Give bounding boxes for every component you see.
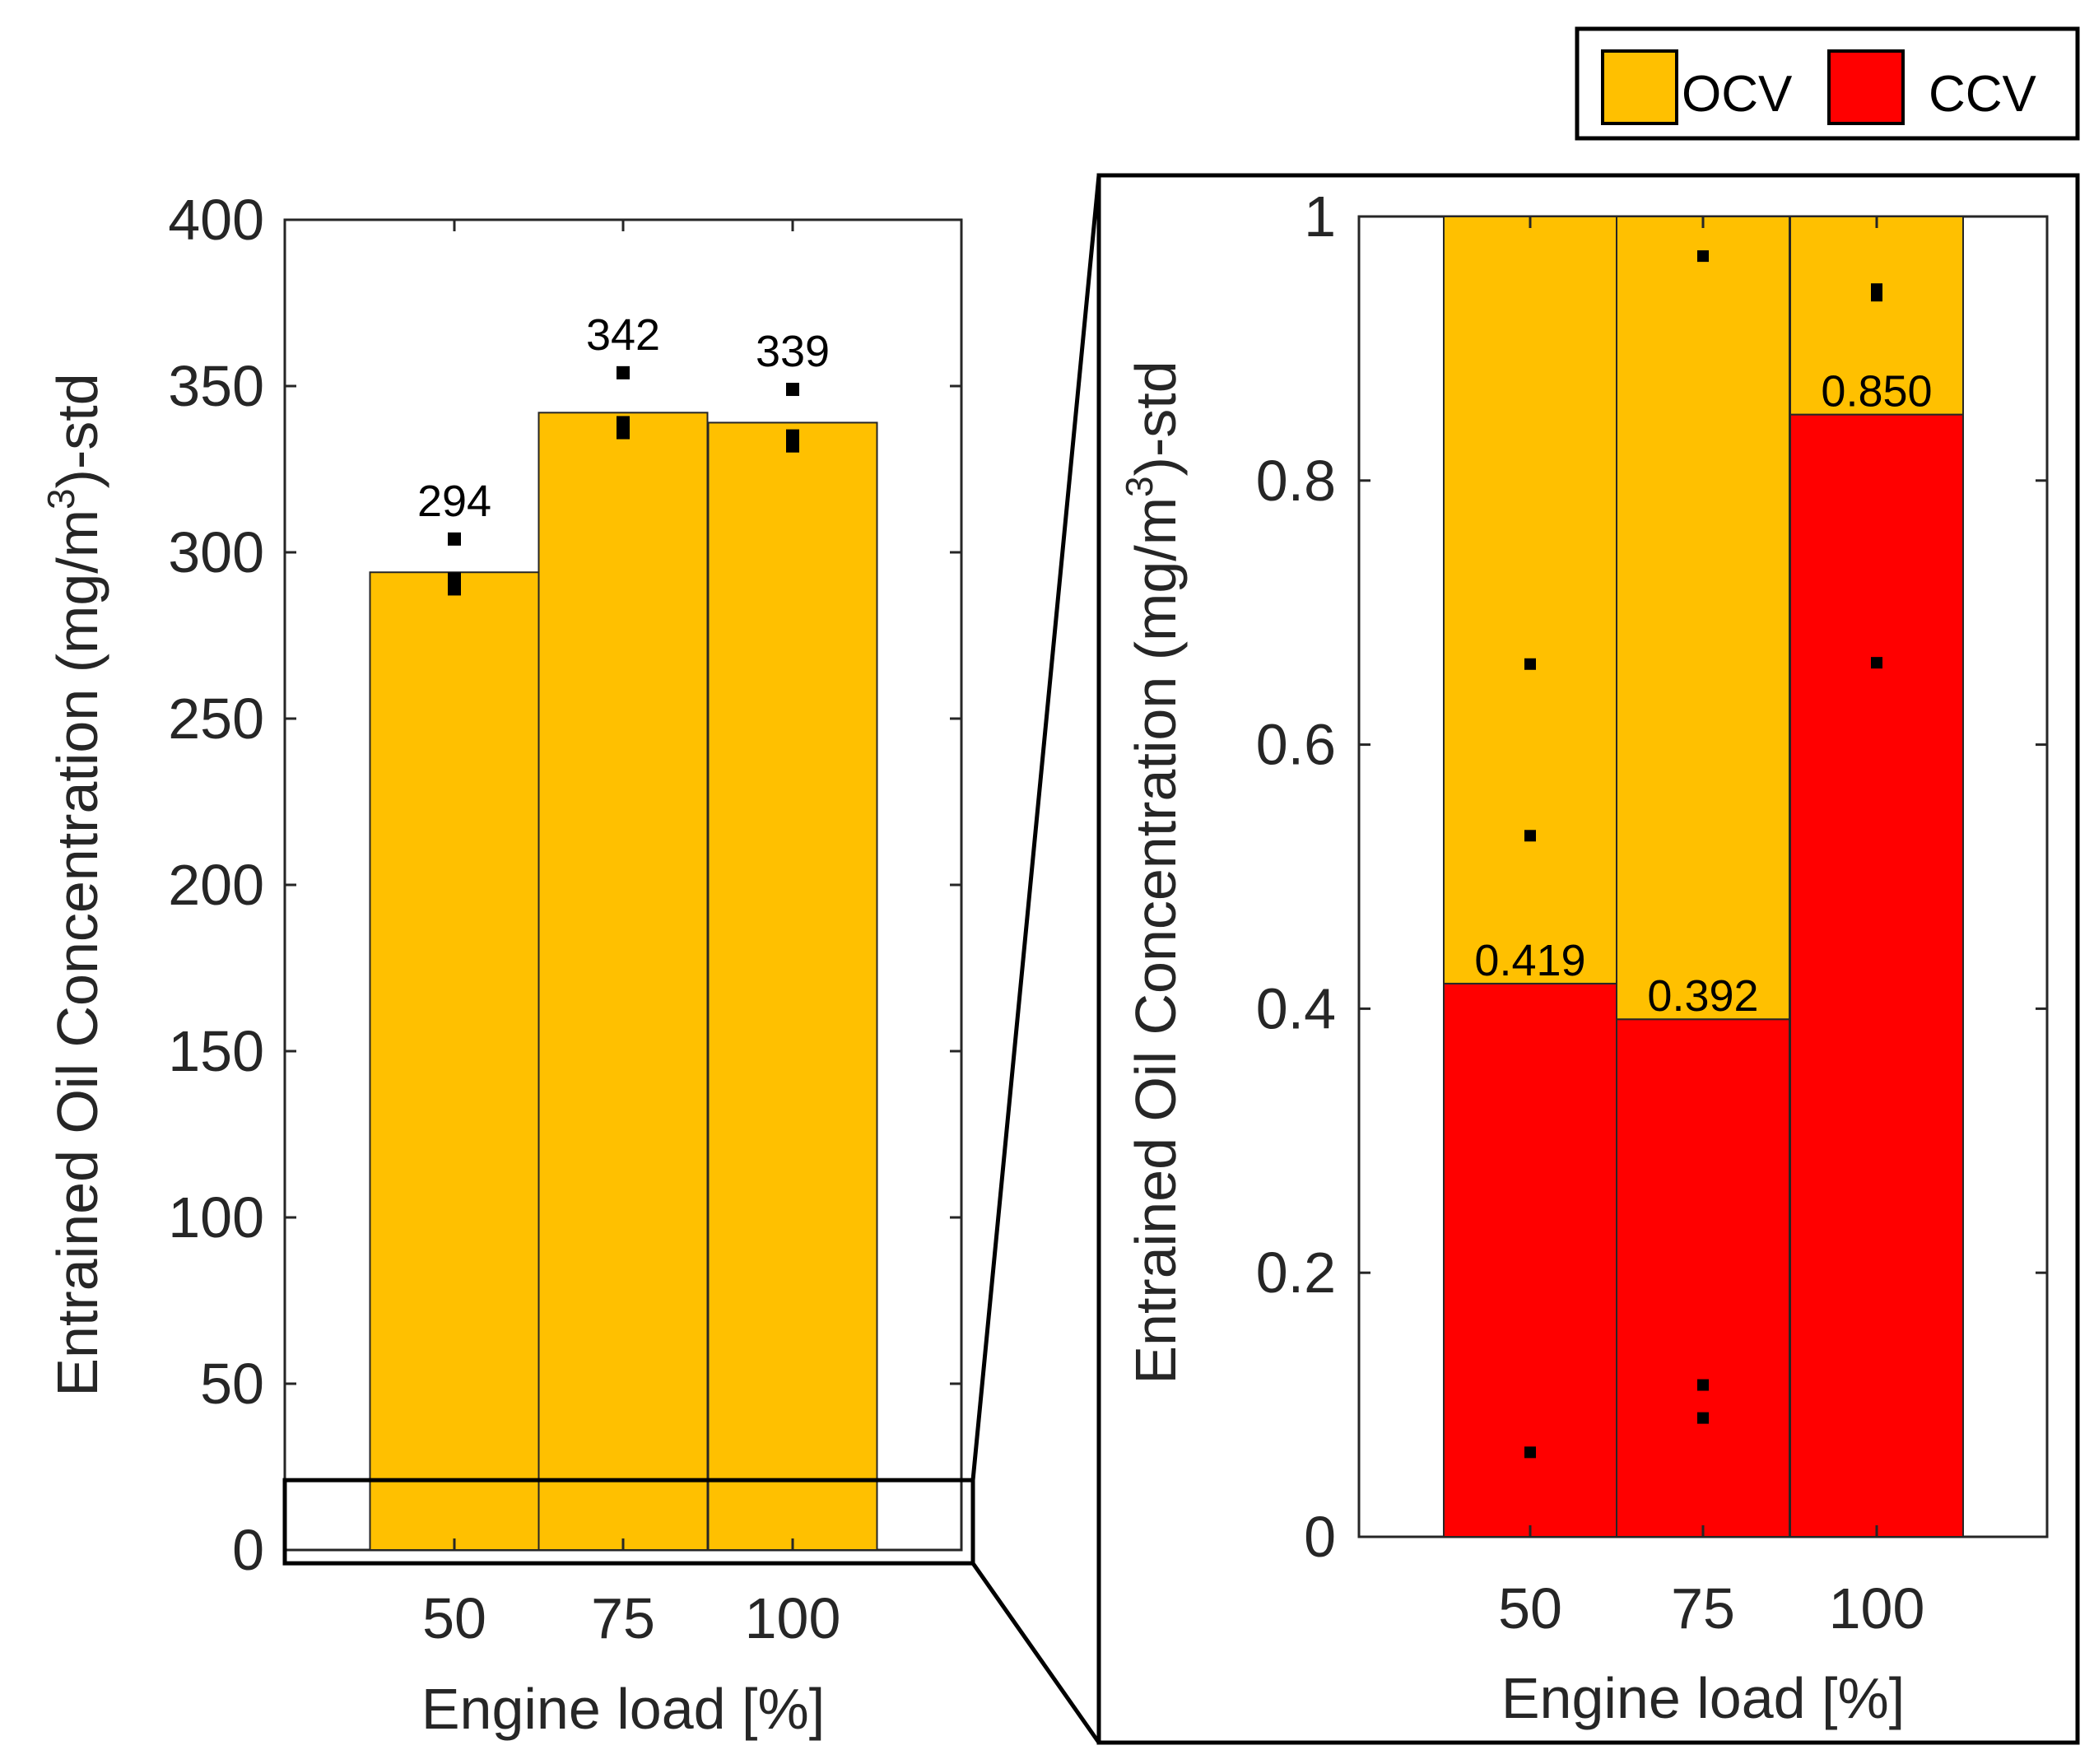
left-std-marker — [617, 426, 630, 440]
left-std-marker — [617, 365, 630, 379]
left-y-tick-label: 350 — [168, 354, 264, 418]
left-value-label-75: 342 — [586, 310, 660, 360]
right-x-tick-label: 50 — [1498, 1576, 1562, 1641]
right-value-label-50: 0.419 — [1474, 936, 1585, 985]
left-y-tick-label: 150 — [168, 1019, 264, 1083]
left-x-tick-label: 75 — [591, 1586, 655, 1650]
left-y-tick-label: 100 — [168, 1185, 264, 1250]
left-chart: 294 342 339 0 50 100 150 200 250 300 350 400 50 75 1… — [40, 188, 975, 1741]
left-std-marker — [448, 582, 461, 596]
right-std-marker — [1697, 250, 1709, 263]
legend: OCV CCV — [1575, 26, 2080, 141]
left-y-tick-label: 400 — [168, 188, 264, 252]
right-std-marker — [1524, 1446, 1536, 1459]
right-chart: 0.419 0.392 0.850 0 0.2 0.4 0.6 0.8 1 50 75 100 E… — [1096, 173, 2080, 1745]
left-x-tick-label: 100 — [745, 1586, 841, 1650]
right-std-marker — [1697, 1412, 1709, 1424]
left-y-tick-label: 250 — [168, 687, 264, 751]
right-std-marker — [1524, 658, 1536, 670]
right-y-tick-label: 0 — [1304, 1505, 1336, 1569]
right-bar-ccv-100 — [1789, 413, 1964, 1538]
left-x-axis-label: Engine load [%] — [421, 1677, 825, 1741]
left-std-marker — [786, 383, 799, 397]
left-std-marker — [448, 532, 461, 546]
left-y-tick-label: 300 — [168, 520, 264, 584]
legend-label-ccv: CCV — [1929, 66, 2037, 123]
right-y-tick-label: 1 — [1304, 184, 1336, 249]
left-y-tick-label: 200 — [168, 853, 264, 917]
left-y-tick-label: 0 — [232, 1518, 264, 1582]
right-std-marker — [1524, 830, 1536, 842]
left-bar-75 — [537, 412, 709, 1552]
right-std-marker — [1871, 283, 1882, 296]
right-y-tick-label: 0.2 — [1256, 1240, 1336, 1305]
right-x-tick-label: 75 — [1671, 1576, 1735, 1641]
right-y-tick-label: 0.6 — [1256, 713, 1336, 777]
right-x-tick-label: 100 — [1829, 1576, 1925, 1641]
left-std-marker — [786, 429, 799, 443]
legend-swatch-ccv — [1827, 49, 1905, 125]
left-y-tick-label: 50 — [200, 1352, 264, 1416]
right-x-axis-label: Engine load [%] — [1501, 1666, 1905, 1730]
right-bar-ocv-50 — [1443, 216, 1617, 984]
left-bar-100 — [707, 421, 878, 1552]
left-value-label-100: 339 — [756, 327, 830, 376]
legend-swatch-ocv — [1601, 49, 1678, 125]
left-std-marker — [786, 439, 799, 453]
left-y-axis-label: Entrained Oil Concentration (mg/m3)-std — [40, 373, 109, 1396]
right-bar-ocv-75 — [1616, 216, 1790, 1021]
left-x-tick-label: 50 — [422, 1586, 486, 1650]
zoom-connector-top — [970, 175, 1101, 1481]
left-bar-50 — [369, 571, 540, 1551]
right-bar-ccv-75 — [1616, 1018, 1790, 1538]
zoom-connector-bottom — [970, 1562, 1101, 1744]
left-value-label-50: 294 — [417, 477, 491, 526]
legend-label-ocv: OCV — [1682, 66, 1793, 123]
left-std-marker — [617, 416, 630, 430]
right-std-marker — [1697, 1379, 1709, 1391]
right-y-tick-label: 0.4 — [1256, 976, 1336, 1040]
right-bar-ocv-100 — [1789, 216, 1964, 416]
right-std-marker — [1871, 657, 1882, 669]
right-y-axis-label: Entrained Oil Concentration (mg/m3)-std — [1118, 361, 1188, 1384]
zoom-region-box — [282, 1478, 975, 1566]
right-y-tick-label: 0.8 — [1256, 449, 1336, 513]
right-value-label-100: 0.850 — [1821, 367, 1932, 417]
right-value-label-75: 0.392 — [1647, 971, 1758, 1021]
left-std-marker — [448, 572, 461, 586]
